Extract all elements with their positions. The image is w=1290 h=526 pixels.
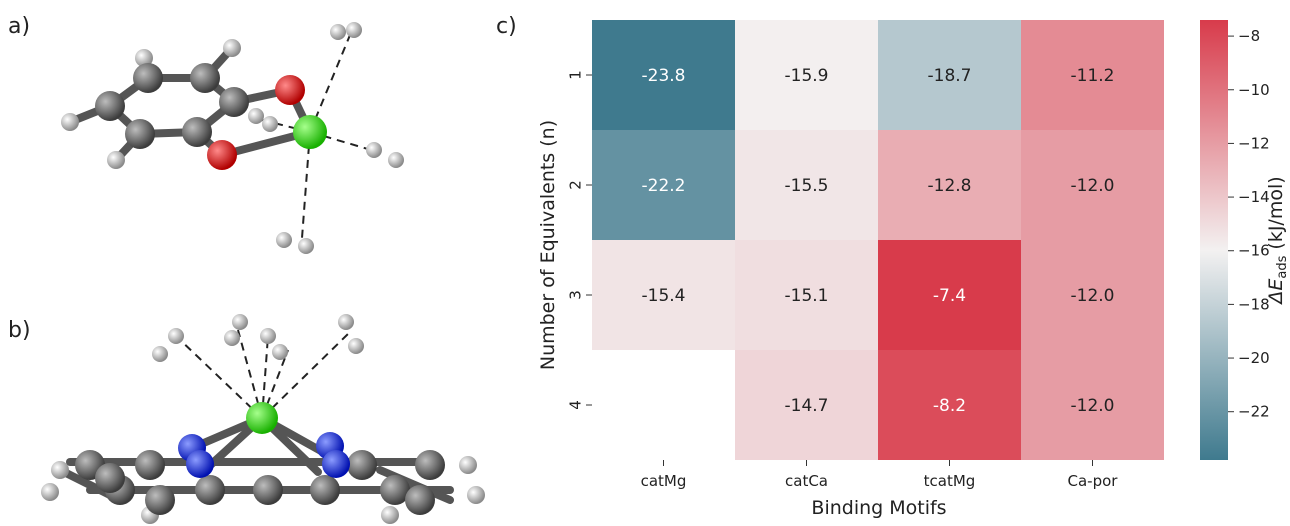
colorbar-tick-label: −12: [1238, 134, 1270, 152]
molecule-b-image: [41, 314, 485, 524]
cell-value-label: -8.2: [933, 396, 966, 416]
colorbar-tick-label: −14: [1238, 188, 1270, 206]
x-axis-title: Binding Motifs: [811, 497, 946, 519]
x-tick-label: Ca-por: [1068, 472, 1119, 490]
cell-value-label: -11.2: [1071, 66, 1115, 86]
cell-value-label: -22.2: [642, 176, 686, 196]
cell-value-label: -18.7: [928, 66, 972, 86]
heatmap-cell: [1021, 20, 1164, 130]
heatmap-cell: [878, 20, 1021, 130]
heatmap-cell: [1021, 240, 1164, 350]
molecule-a-image: [61, 22, 404, 254]
panel-label-a: a): [8, 14, 31, 39]
heatmap-cell: [735, 350, 878, 460]
colorbar-label: ΔEads (kJ/mol): [1265, 176, 1290, 305]
cell-value-label: -15.5: [785, 176, 829, 196]
cell-value-label: -15.1: [785, 286, 829, 306]
colorbar-tick-label: −10: [1238, 81, 1270, 99]
y-tick-label: 4: [567, 400, 585, 410]
cell-value-label: -15.4: [642, 286, 686, 306]
y-tick-label: 1: [567, 70, 585, 80]
y-tick-label: 3: [567, 290, 585, 300]
cell-value-label: -14.7: [785, 396, 829, 416]
cell-value-label: -12.8: [928, 176, 972, 196]
cell-value-label: -7.4: [933, 286, 966, 306]
heatmap-cell: [1021, 130, 1164, 240]
cell-value-label: -12.0: [1071, 286, 1115, 306]
heatmap-cell: [735, 20, 878, 130]
colorbar-tick-label: −18: [1238, 295, 1270, 313]
colorbar-tick-label: −22: [1238, 403, 1270, 421]
heatmap-cell: [592, 20, 735, 130]
heatmap-cell: [1021, 350, 1164, 460]
heatmap-cell: [878, 130, 1021, 240]
panel-label-b: b): [8, 318, 31, 343]
cell-value-label: -12.0: [1071, 176, 1115, 196]
cell-value-label: -23.8: [642, 66, 686, 86]
heatmap-cell: [592, 130, 735, 240]
heatmap-cell: [735, 130, 878, 240]
heatmap-cell: [878, 350, 1021, 460]
heatmap-cell: [878, 240, 1021, 350]
y-axis-title: Number of Equivalents (n): [537, 120, 559, 370]
colorbar-tick-label: −16: [1238, 242, 1270, 260]
cell-value-label: -15.9: [785, 66, 829, 86]
x-tick-label: tcatMg: [924, 472, 976, 490]
heatmap-cell: [592, 350, 735, 460]
x-tick-label: catCa: [785, 472, 828, 490]
heatmap-cell: [592, 240, 735, 350]
heatmap-cell: [735, 240, 878, 350]
y-tick-label: 2: [567, 180, 585, 190]
colorbar: [1200, 20, 1228, 460]
x-tick-label: catMg: [641, 472, 687, 490]
colorbar-tick-label: −8: [1238, 27, 1260, 45]
colorbar-tick-label: −20: [1238, 349, 1270, 367]
cell-value-label: -12.0: [1071, 396, 1115, 416]
panel-label-c: c): [496, 14, 517, 39]
